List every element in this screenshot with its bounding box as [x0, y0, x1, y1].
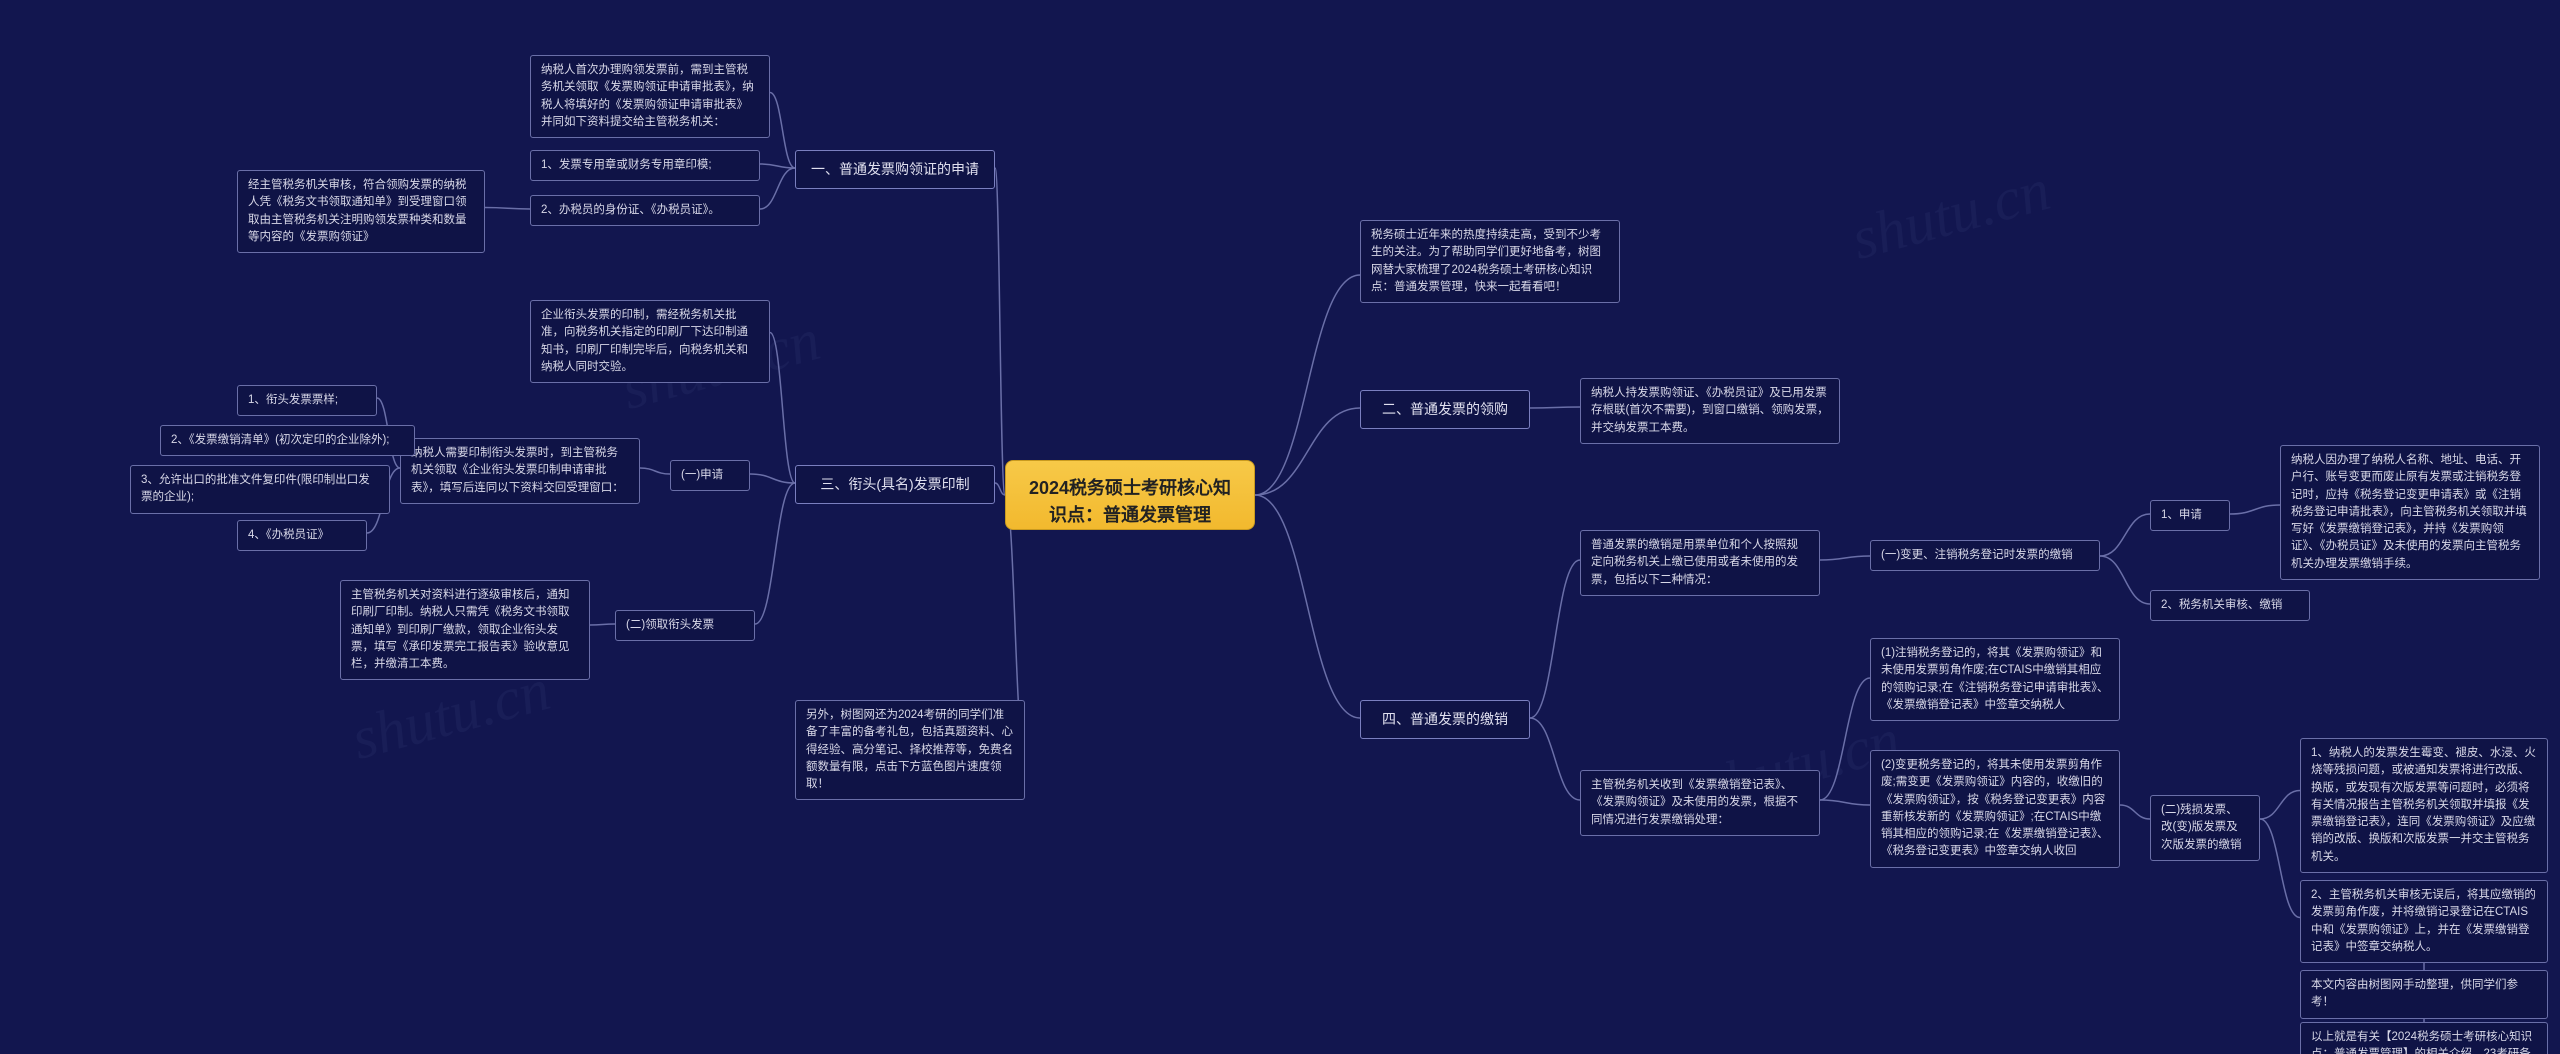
- mindmap-node: 2、税务机关审核、缴销: [2150, 590, 2310, 621]
- mindmap-node: 四、普通发票的缴销: [1360, 700, 1530, 739]
- mindmap-node: (二)领取衔头发票: [615, 610, 755, 641]
- mindmap-node: 1、发票专用章或财务专用章印模;: [530, 150, 760, 181]
- mindmap-node: 纳税人持发票购领证、《办税员证》及已用发票存根联(首次不需要)，到窗口缴销、领购…: [1580, 378, 1840, 444]
- mindmap-node: 主管税务机关对资料进行逐级审核后，通知印刷厂印制。纳税人只需凭《税务文书领取通知…: [340, 580, 590, 680]
- mindmap-node: 税务硕士近年来的热度持续走高，受到不少考生的关注。为了帮助同学们更好地备考，树图…: [1360, 220, 1620, 303]
- mindmap-node: 企业衔头发票的印制，需经税务机关批准，向税务机关指定的印刷厂下达印制通知书，印刷…: [530, 300, 770, 383]
- mindmap-canvas: { "colors": { "bg": "#12164f", "node_bor…: [0, 0, 2560, 1054]
- mindmap-node: 4、《办税员证》: [237, 520, 367, 551]
- mindmap-node: 二、普通发票的领购: [1360, 390, 1530, 429]
- mindmap-node: (一)申请: [670, 460, 750, 491]
- mindmap-node: 三、衔头(具名)发票印制: [795, 465, 995, 504]
- mindmap-node: 1、衔头发票票样;: [237, 385, 377, 416]
- mindmap-node: (一)变更、注销税务登记时发票的缴销: [1870, 540, 2100, 571]
- mindmap-node: 纳税人需要印制衔头发票时，到主管税务机关领取《企业衔头发票印制申请审批表》，填写…: [400, 438, 640, 504]
- mindmap-node: (二)残损发票、改(变)版发票及次版发票的缴销: [2150, 795, 2260, 861]
- mindmap-node: 以上就是有关【2024税务硕士考研核心知识点：普通发票管理】的相关介绍，23考研…: [2300, 1022, 2548, 1054]
- mindmap-node: 纳税人因办理了纳税人名称、地址、电话、开户行、账号变更而废止原有发票或注销税务登…: [2280, 445, 2540, 580]
- mindmap-node: 本文内容由树图网手动整理，供同学们参考！: [2300, 970, 2548, 1019]
- mindmap-node: 2、办税员的身份证、《办税员证》。: [530, 195, 760, 226]
- mindmap-node: 2024税务硕士考研核心知识点：普通发票管理: [1005, 460, 1255, 530]
- mindmap-node: (2)变更税务登记的，将其未使用发票剪角作废;需变更《发票购领证》内容的，收缴旧…: [1870, 750, 2120, 868]
- mindmap-node: 另外，树图网还为2024考研的同学们准备了丰富的备考礼包，包括真题资料、心得经验…: [795, 700, 1025, 800]
- mindmap-node: 1、申请: [2150, 500, 2230, 531]
- mindmap-node: 主管税务机关收到《发票缴销登记表》、《发票购领证》及未使用的发票，根据不同情况进…: [1580, 770, 1820, 836]
- mindmap-node: 3、允许出口的批准文件复印件(限印制出口发票的企业);: [130, 465, 390, 514]
- mindmap-node: 纳税人首次办理购领发票前，需到主管税务机关领取《发票购领证申请审批表》，纳税人将…: [530, 55, 770, 138]
- mindmap-node: 一、普通发票购领证的申请: [795, 150, 995, 189]
- mindmap-node: 2、主管税务机关审核无误后，将其应缴销的发票剪角作废，并将缴销记录登记在CTAI…: [2300, 880, 2548, 963]
- mindmap-node: 1、纳税人的发票发生霉变、褪皮、水浸、火烧等残损问题，或被通知发票将进行改版、换…: [2300, 738, 2548, 873]
- mindmap-node: 2、《发票缴销清单》(初次定印的企业除外);: [160, 425, 415, 456]
- mindmap-node: (1)注销税务登记的，将其《发票购领证》和未使用发票剪角作废;在CTAIS中缴销…: [1870, 638, 2120, 721]
- mindmap-node: 普通发票的缴销是用票单位和个人按照规定向税务机关上缴已使用或者未使用的发票，包括…: [1580, 530, 1820, 596]
- watermark: shutu.cn: [1845, 155, 2058, 274]
- mindmap-node: 经主管税务机关审核，符合领购发票的纳税人凭《税务文书领取通知单》到受理窗口领取由…: [237, 170, 485, 253]
